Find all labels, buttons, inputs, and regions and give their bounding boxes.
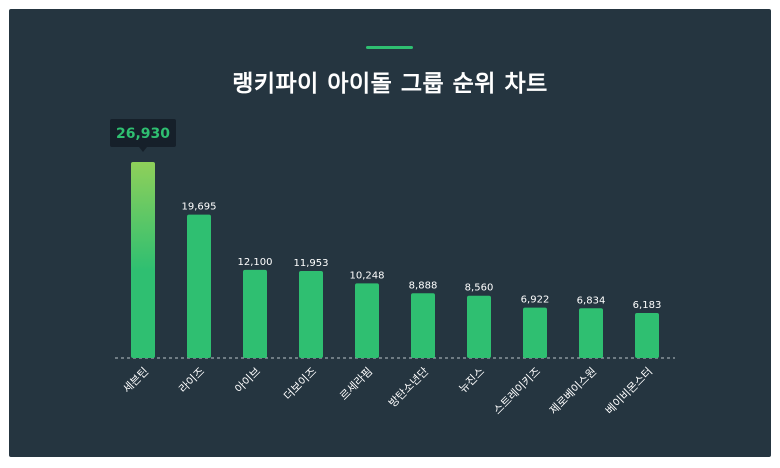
value-label-6: 8,560 [465,283,494,294]
category-label-6: 뉴진스 [456,365,487,396]
tooltip-box [110,119,176,147]
value-label-8: 6,834 [577,295,606,306]
category-label-0: 세븐틴 [120,365,151,396]
category-labels-group: 세븐틴 라이즈 아이브 더보이즈 르세라핌 방탄소년단 뉴진스 스트레이키즈 제로베이스원 베이비… [120,365,655,417]
bar-2[interactable] [243,269,267,358]
title-accent-line [366,46,413,49]
value-label-3: 11,953 [294,258,329,269]
value-label-2: 12,100 [238,257,273,268]
value-label-4: 10,248 [350,270,385,281]
category-label-2: 아이브 [232,365,263,396]
value-label-9: 6,183 [633,300,662,311]
category-label-5: 방탄소년단 [386,365,431,410]
category-label-4: 르세라핌 [337,365,375,403]
bar-8[interactable] [579,308,603,358]
category-label-1: 라이즈 [176,365,207,396]
category-label-7: 스트레이키즈 [491,365,543,417]
chart-title: 랭키파이 아이돌 그룹 순위 차트 [232,71,548,97]
category-label-8: 제로베이스원 [547,365,599,417]
bar-3[interactable] [299,271,323,358]
category-label-3: 더보이즈 [281,365,319,403]
bar-6[interactable] [467,295,491,358]
value-label-1: 19,695 [182,202,217,213]
tooltip-pointer [139,147,147,152]
highlight-tooltip: 26,930 [110,119,176,152]
bar-1[interactable] [187,214,211,358]
bar-0[interactable] [131,162,155,358]
value-label-7: 6,922 [521,295,550,306]
tooltip-value: 26,930 [116,126,170,142]
bar-9[interactable] [635,312,659,358]
bar-5[interactable] [411,293,435,358]
bar-4[interactable] [355,283,379,358]
category-label-9: 베이비몬스터 [603,365,655,417]
bar-7[interactable] [523,307,547,358]
bars-group [131,162,659,358]
value-label-5: 8,888 [409,280,438,291]
value-labels-group: 19,695 12,100 11,953 10,248 8,888 8,560 6,922 6… [182,202,662,311]
